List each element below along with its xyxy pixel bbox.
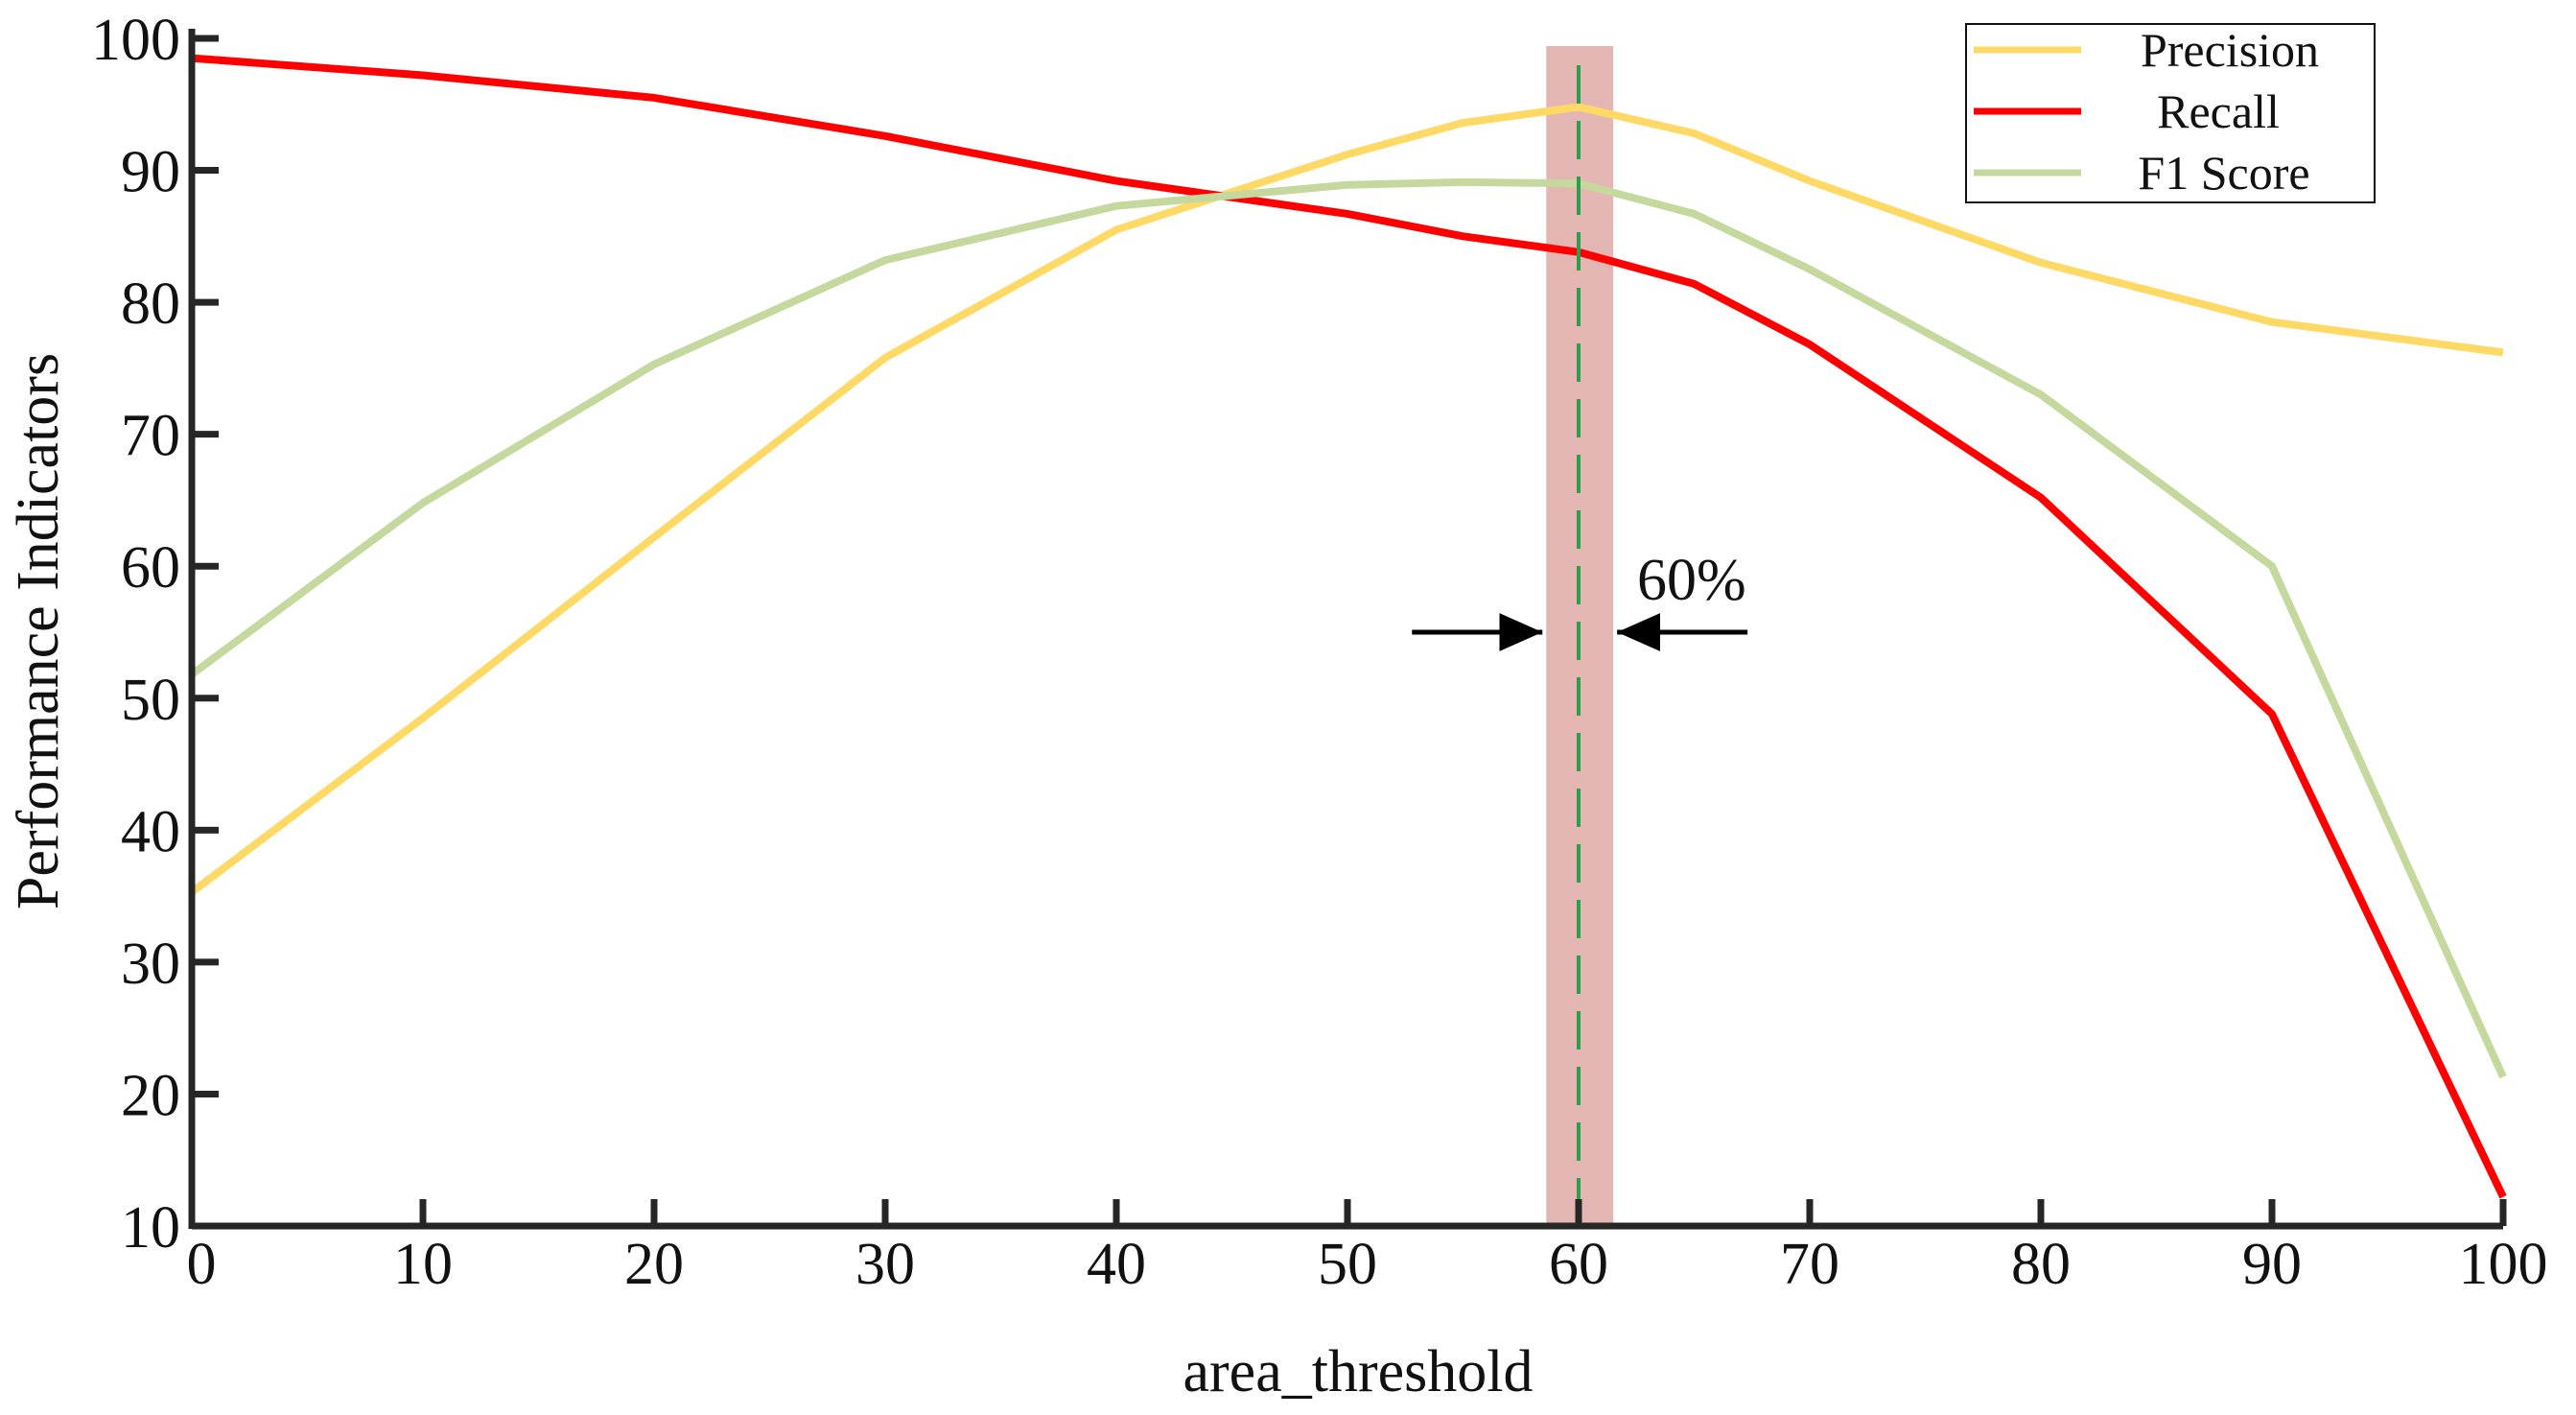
y-tick-label: 30	[121, 932, 180, 997]
y-tick-label: 20	[121, 1063, 180, 1128]
x-tick-label: 0	[187, 1232, 217, 1297]
x-tick-label: 50	[1318, 1232, 1377, 1297]
x-tick-label: 40	[1087, 1232, 1146, 1297]
x-tick-label: 30	[855, 1232, 915, 1297]
x-tick-label: 90	[2242, 1232, 2302, 1297]
y-tick-label: 80	[121, 271, 180, 337]
x-axis-title: area_threshold	[1183, 1339, 1534, 1404]
x-tick-label: 100	[2459, 1232, 2548, 1297]
legend-label-precision: Precision	[2141, 23, 2319, 77]
legend-label-f1-score: F1 Score	[2138, 146, 2309, 200]
y-tick-label: 10	[121, 1195, 180, 1261]
series-line-recall	[191, 54, 2507, 1199]
annotation-layer	[1412, 65, 1748, 1226]
y-tick-label: 100	[91, 8, 180, 73]
annotation-label-60-percent: 60%	[1637, 548, 1746, 613]
y-tick-label: 50	[121, 668, 180, 733]
x-tick-label: 10	[393, 1232, 453, 1297]
series-line-precision	[189, 103, 2504, 896]
y-axis-title: Performance Indicators	[6, 353, 71, 909]
x-tick-label: 80	[2011, 1232, 2071, 1297]
y-tick-label: 70	[121, 404, 180, 469]
legend: Precision Recall F1 Score	[1965, 23, 2376, 203]
series-line-f1	[189, 177, 2507, 1079]
y-tick-label: 60	[121, 535, 180, 601]
x-tick-label: 60	[1549, 1232, 1608, 1297]
y-tick-label: 40	[121, 799, 180, 864]
ticks-layer: 0 10 20 30 40 50 60 70 80 90 100102030405060708090…	[91, 8, 2548, 1297]
legend-label-recall: Recall	[2157, 84, 2280, 138]
x-tick-label: 20	[624, 1232, 684, 1297]
y-tick-label: 90	[121, 140, 180, 205]
series-layer	[189, 54, 2507, 1199]
x-tick-label: 70	[1780, 1232, 1839, 1297]
